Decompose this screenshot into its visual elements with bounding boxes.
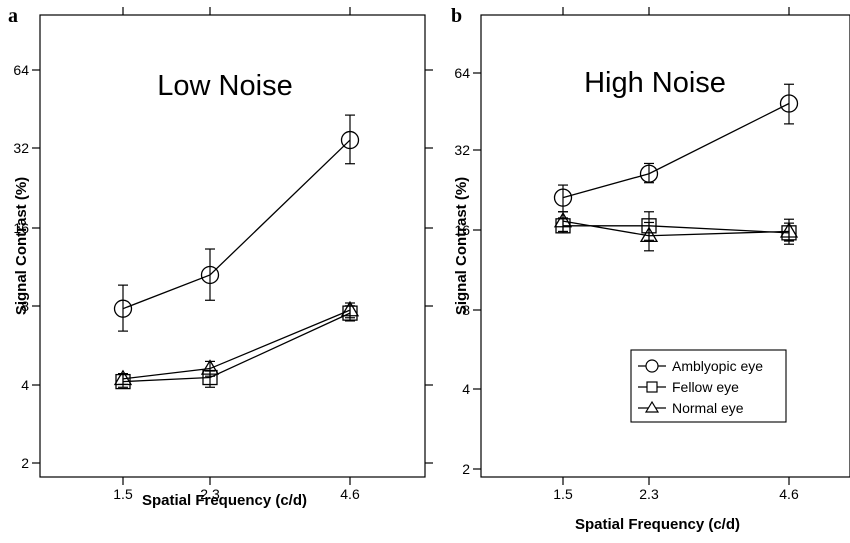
series-line — [562, 102, 790, 199]
data-point-circle — [779, 94, 799, 113]
x-tick-label: 1.5 — [113, 486, 133, 502]
plot-title: Low Noise — [157, 70, 292, 102]
data-point-triangle — [639, 226, 659, 243]
data-point-triangle — [340, 300, 360, 317]
legend-marker-circle — [645, 359, 659, 373]
x-tick-label: 1.5 — [553, 486, 573, 502]
panel-letter: a — [8, 5, 18, 27]
data-point-circle — [639, 164, 659, 183]
x-axis-label: Spatial Frequency (c/d) — [575, 516, 740, 533]
y-tick-label: 16 — [454, 222, 470, 238]
y-tick-label: 16 — [13, 220, 29, 236]
panel-a: a Low Noise 2 4 8 16 32 64 1.5 2.3 4.6 Spatial Freq… — [8, 5, 433, 509]
data-point-circle — [340, 130, 360, 150]
x-axis-label: Spatial Frequency (c/d) — [142, 492, 307, 509]
y-axis-label: Signal Contrast (%) — [13, 177, 30, 315]
plot-frame — [39, 14, 426, 478]
series-circle — [113, 114, 360, 332]
series-circle — [553, 83, 799, 213]
x-tick-label: 2.3 — [639, 486, 659, 502]
y-tick-label: 32 — [13, 140, 29, 156]
data-point-triangle — [779, 222, 799, 238]
data-point-triangle — [553, 211, 573, 228]
series-line — [122, 312, 351, 383]
series-line — [122, 309, 351, 380]
y-tick-label: 64 — [454, 65, 470, 81]
series-line — [562, 220, 790, 237]
y-tick-label: 4 — [462, 381, 470, 397]
y-tick-label: 2 — [462, 461, 470, 477]
plot-frame — [480, 14, 850, 478]
legend-label: Fellow eye — [672, 379, 739, 395]
legend-label: Amblyopic eye — [672, 358, 763, 374]
y-tick-label: 8 — [462, 302, 470, 318]
y-tick-label: 2 — [21, 455, 29, 471]
series-line — [122, 139, 351, 310]
y-axis-label: Signal Contrast (%) — [453, 177, 470, 315]
x-tick-label: 2.3 — [200, 486, 220, 502]
legend: Amblyopic eye Fellow eye Normal eye — [630, 349, 787, 423]
y-tick-label: 8 — [21, 298, 29, 314]
panel-letter: b — [451, 5, 462, 27]
y-tick-label: 32 — [454, 142, 470, 158]
series-triangle — [113, 300, 360, 386]
data-point-triangle — [113, 369, 133, 386]
series-square — [115, 305, 358, 390]
plot-title: High Noise — [584, 67, 726, 99]
legend-label: Normal eye — [672, 400, 744, 416]
data-point-triangle — [200, 359, 220, 375]
data-point-circle — [553, 188, 573, 207]
x-tick-label: 4.6 — [340, 486, 360, 502]
data-point-circle — [113, 299, 133, 318]
y-tick-label: 64 — [13, 62, 29, 78]
x-tick-label: 4.6 — [779, 486, 799, 502]
data-point-circle — [200, 265, 220, 285]
y-tick-label: 4 — [21, 377, 29, 393]
legend-marker-square — [646, 381, 658, 393]
legend-marker-triangle — [644, 400, 660, 413]
series-triangle — [553, 211, 799, 252]
panel-b: b High Noise 2 4 8 16 32 64 1.5 2.3 4.6 Spatial Fre… — [451, 5, 850, 533]
